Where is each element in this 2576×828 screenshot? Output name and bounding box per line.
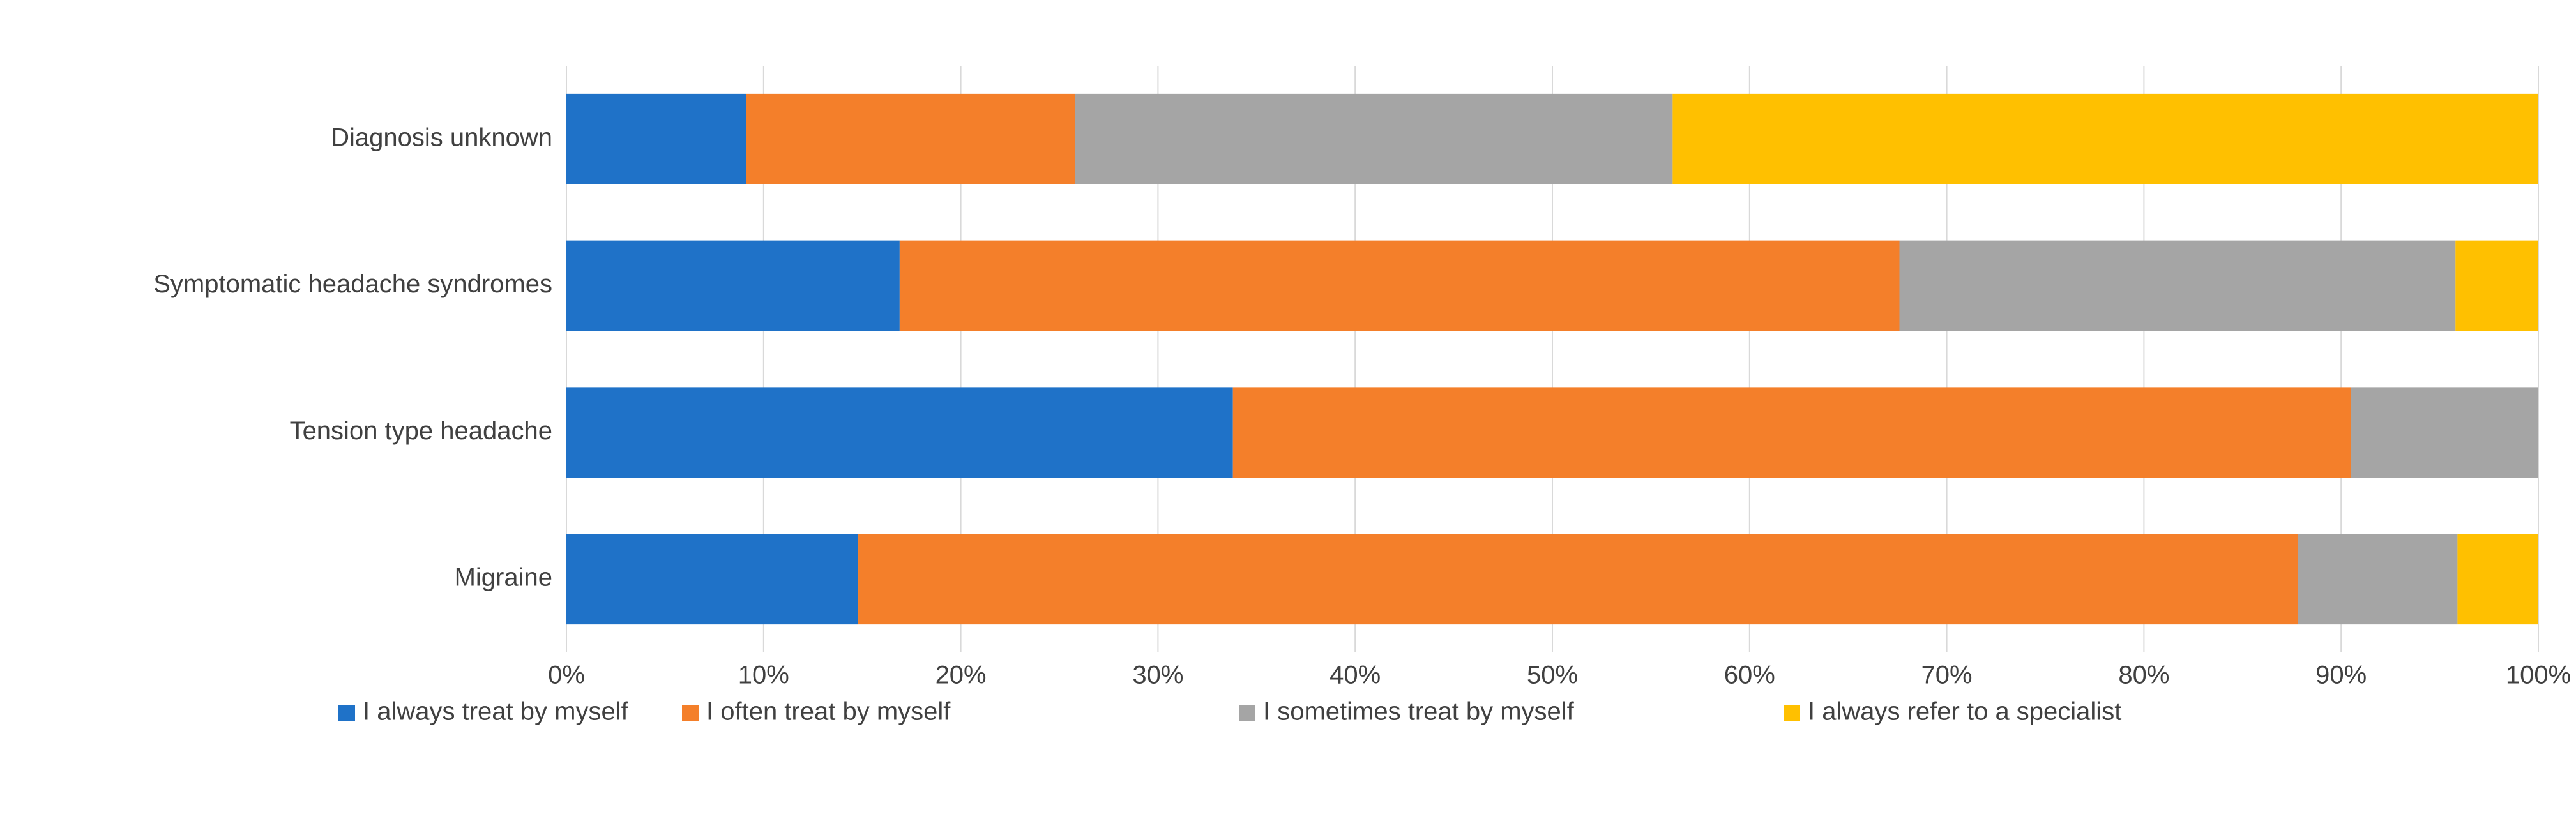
bar-segment [1232, 387, 2351, 478]
x-tick-label: 90% [2315, 661, 2367, 689]
bar-segment [1899, 240, 2456, 331]
legend-label: I always treat by myself [363, 698, 629, 726]
bar-segment [746, 93, 1075, 184]
x-tick-label: 100% [2506, 661, 2571, 689]
legend-swatch [1784, 705, 1800, 721]
x-tick-label: 10% [738, 661, 789, 689]
bar-segment [2455, 240, 2538, 331]
legend-swatch [1239, 705, 1255, 721]
legend-swatch [682, 705, 699, 721]
bar-segment [1672, 93, 2538, 184]
x-tick-label: 80% [2118, 661, 2169, 689]
bar-segment [566, 387, 1233, 478]
bar-segment [566, 240, 900, 331]
bar-segment [2298, 534, 2458, 625]
x-tick-label: 40% [1330, 661, 1381, 689]
y-tick-label: Diagnosis unknown [331, 123, 552, 151]
bar-segment [858, 534, 2298, 625]
bar-segment [899, 240, 1900, 331]
bar-segment [2351, 387, 2538, 478]
x-tick-label: 30% [1132, 661, 1183, 689]
x-tick-label: 0% [548, 661, 585, 689]
legend-swatch [338, 705, 355, 721]
bar-segment [2457, 534, 2538, 625]
legend-label: I sometimes treat by myself [1263, 698, 1575, 726]
bar-segment [566, 93, 746, 184]
x-tick-label: 20% [936, 661, 987, 689]
y-tick-label: Tension type headache [290, 417, 552, 445]
x-tick-label: 70% [1921, 661, 1973, 689]
y-tick-label: Symptomatic headache syndromes [153, 270, 552, 298]
y-tick-label: Migraine [455, 564, 552, 592]
legend-label: I always refer to a specialist [1808, 698, 2121, 726]
legend-label: I often treat by myself [706, 698, 951, 726]
bar-segment [566, 534, 859, 625]
x-tick-label: 60% [1724, 661, 1775, 689]
bar-segment [1075, 93, 1673, 184]
x-tick-label: 50% [1527, 661, 1578, 689]
